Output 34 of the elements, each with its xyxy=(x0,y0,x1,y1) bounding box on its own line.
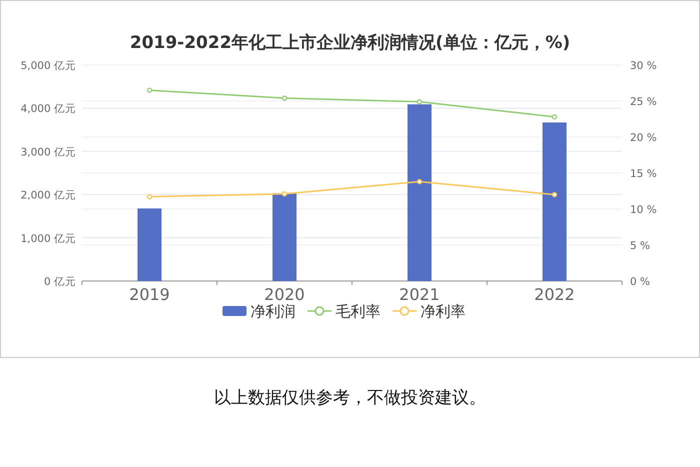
y2-tick-label: 10 % xyxy=(630,204,657,216)
point xyxy=(282,96,288,101)
x-tick-label: 2022 xyxy=(534,285,575,304)
point xyxy=(552,114,558,120)
bar xyxy=(138,208,162,281)
x-tick-label: 2020 xyxy=(264,285,305,304)
point xyxy=(146,88,152,93)
bar xyxy=(408,104,432,281)
legend-label: 毛利率 xyxy=(336,302,380,320)
y2-tick-label: 5 % xyxy=(630,240,650,252)
y-tick-label: 4,000 亿元 xyxy=(20,103,76,116)
bar xyxy=(272,193,296,281)
point xyxy=(416,179,422,184)
y2-tick-label: 0 % xyxy=(630,276,650,288)
y2-tick-label: 15 % xyxy=(630,168,657,180)
chart-title: 2019-2022年化工上市企业净利润情况(单位：亿元，%) xyxy=(130,33,570,53)
point xyxy=(416,99,422,104)
legend-label: 净利率 xyxy=(420,302,466,320)
y2-tick-label: 20 % xyxy=(630,132,657,144)
y-tick-label: 0 亿元 xyxy=(44,276,76,288)
point xyxy=(282,191,288,196)
y-tick-label: 2,000 亿元 xyxy=(20,190,76,202)
legend-label: 净利润 xyxy=(250,302,296,320)
bar xyxy=(542,122,566,281)
y-tick-label: 1,000 亿元 xyxy=(20,232,76,245)
text: 以上数据仅供参考，不做投资建议。 xyxy=(214,388,486,408)
y2-tick-label: 30 % xyxy=(630,60,657,72)
point xyxy=(552,192,558,198)
y-tick-label: 3,000 亿元 xyxy=(20,146,76,158)
x-tick-label: 2021 xyxy=(399,285,440,304)
y2-tick-label: 25 % xyxy=(630,96,657,108)
y-tick-label: 5,000 亿元 xyxy=(20,60,76,72)
x-tick-label: 2019 xyxy=(129,285,170,304)
point xyxy=(146,194,152,200)
